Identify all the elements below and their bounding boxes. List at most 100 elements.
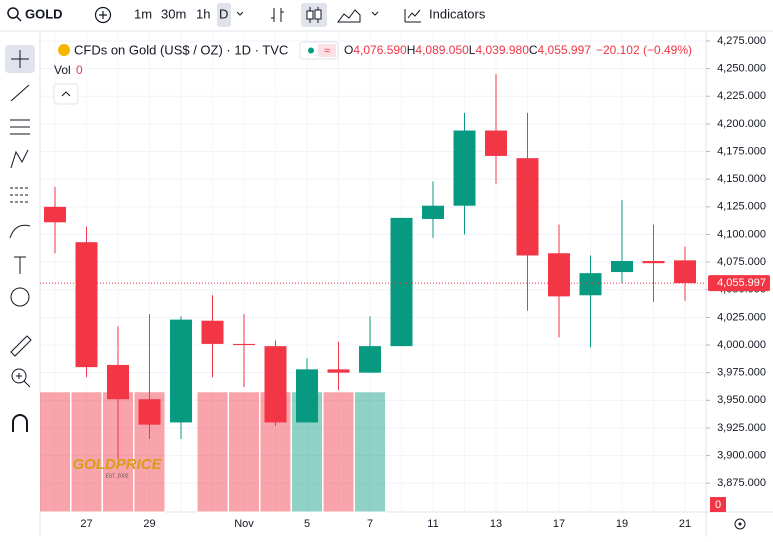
ohlc-high: 4,089.050 xyxy=(415,43,469,57)
settings-icon xyxy=(738,522,742,526)
y-tick-label: 4,125.000 xyxy=(717,201,766,213)
candle-body xyxy=(516,158,539,256)
collapse-icon xyxy=(61,91,71,97)
y-tick-label: 4,000.000 xyxy=(717,339,766,351)
area-icon[interactable] xyxy=(337,9,361,23)
ohlc-l: L xyxy=(469,43,476,57)
bars-icon[interactable] xyxy=(271,8,284,22)
y-tick-label: 4,250.000 xyxy=(717,63,766,75)
active-interval-bg xyxy=(217,3,231,27)
y-tick-label: 4,225.000 xyxy=(717,90,766,102)
x-tick-label: 17 xyxy=(553,518,565,530)
icon xyxy=(99,11,107,19)
volume-bar xyxy=(196,391,229,513)
volume-bar xyxy=(70,391,103,513)
candle-body xyxy=(201,320,224,344)
ohlc-text: O4,076.590H4,089.050L4,039.980C4,055.997… xyxy=(344,43,692,57)
x-tick-label: 7 xyxy=(367,518,373,530)
y-tick-label: 4,275.000 xyxy=(717,35,766,47)
dropdown-icon[interactable] xyxy=(371,11,379,16)
candle-body xyxy=(611,260,633,273)
symbol-search[interactable]: GOLD xyxy=(7,6,63,22)
ohlc-change: −20.102 (−0.49%) xyxy=(596,43,692,57)
legend-title: CFDs on Gold (US$ / OZ) · 1D · TVC xyxy=(74,42,288,57)
x-tick-label: 21 xyxy=(679,518,691,530)
ohlc-c: C xyxy=(529,43,538,57)
y-tick-label: 4,200.000 xyxy=(717,118,766,130)
brush-tool[interactable] xyxy=(9,224,31,239)
ohlc-o: O xyxy=(344,43,353,57)
search-icon xyxy=(16,16,22,22)
watermark-brand: GOLDPRICE xyxy=(72,456,162,473)
collapse-button[interactable] xyxy=(53,83,79,105)
fib-tool[interactable] xyxy=(10,119,30,135)
trendline-tool[interactable] xyxy=(10,84,30,102)
candle-body xyxy=(359,346,381,373)
last-price-label: 4,055.997 xyxy=(717,277,766,289)
interval[interactable]: 1m xyxy=(134,6,152,21)
ruler-tool[interactable] xyxy=(10,335,32,357)
ohlc-open: 4,076.590 xyxy=(353,43,407,57)
x-tick-label: 29 xyxy=(143,518,155,530)
candle-body xyxy=(390,217,413,347)
candle-body xyxy=(327,369,350,373)
volume-bar xyxy=(322,391,355,513)
projection-tool[interactable] xyxy=(10,187,30,203)
ohlc-legend: O4,076.590H4,089.050L4,039.980C4,055.997… xyxy=(344,43,692,57)
candle-body xyxy=(107,364,129,400)
candle-body xyxy=(138,399,161,425)
candles-icon xyxy=(314,9,322,20)
y-tick-label: 3,900.000 xyxy=(717,450,766,462)
dropdown-icon[interactable] xyxy=(236,11,244,16)
candle-body xyxy=(642,260,665,264)
symbol-logo xyxy=(58,44,70,56)
crosshair-tool[interactable] xyxy=(11,50,29,68)
ohlc-low: 4,039.980 xyxy=(475,43,529,57)
magnet-tool[interactable] xyxy=(12,414,28,432)
candle-body xyxy=(170,319,192,423)
watermark: GOLDPRICE EST. 2002 xyxy=(72,456,162,479)
last-price-bg xyxy=(708,275,770,292)
delay-icon: ≈ xyxy=(324,45,330,57)
emoji-tool[interactable] xyxy=(10,287,30,307)
vol-label: Vol xyxy=(54,63,71,77)
interval[interactable]: D xyxy=(219,6,228,21)
candle-body xyxy=(44,206,66,223)
market-status xyxy=(308,47,314,54)
pattern-tool[interactable] xyxy=(10,149,29,169)
settings-button[interactable] xyxy=(734,518,746,530)
delay-badge xyxy=(318,44,336,57)
vol-value: 0 xyxy=(76,63,83,77)
candle-body xyxy=(579,273,602,296)
x-tick-label: Nov xyxy=(234,518,254,530)
candle-body xyxy=(233,343,255,346)
symbol: GOLD xyxy=(25,6,63,21)
active-chart-type-bg xyxy=(301,3,327,27)
y-tick-label: 4,175.000 xyxy=(717,145,766,157)
zoom-tool xyxy=(16,373,31,388)
text-tool[interactable] xyxy=(14,256,26,274)
icon xyxy=(94,6,112,24)
volume-axis-label-bg xyxy=(710,497,726,512)
x-tick-label: 5 xyxy=(304,518,310,530)
interval[interactable]: 30m xyxy=(161,6,186,21)
indicators-label: Indicators xyxy=(429,6,486,21)
candle-body xyxy=(296,369,318,423)
y-tick-label: 4,150.000 xyxy=(717,173,766,185)
y-tick-label: 3,975.000 xyxy=(717,367,766,379)
x-tick-label: 13 xyxy=(490,518,502,530)
candles xyxy=(44,74,696,459)
zoom-tool[interactable] xyxy=(11,368,27,384)
compare-button[interactable] xyxy=(94,6,112,24)
x-tick-label: 11 xyxy=(427,518,438,530)
watermark-est: EST. 2002 xyxy=(105,473,128,479)
volume-bar xyxy=(39,391,71,513)
indicators-button[interactable]: Indicators xyxy=(404,6,486,23)
y-tick-label: 3,925.000 xyxy=(717,422,766,434)
candle-body xyxy=(674,260,696,284)
y-tick-label: 4,100.000 xyxy=(717,228,766,240)
interval[interactable]: 1h xyxy=(196,6,210,21)
candle-body xyxy=(548,253,570,297)
x-tick-label: 19 xyxy=(616,518,628,530)
